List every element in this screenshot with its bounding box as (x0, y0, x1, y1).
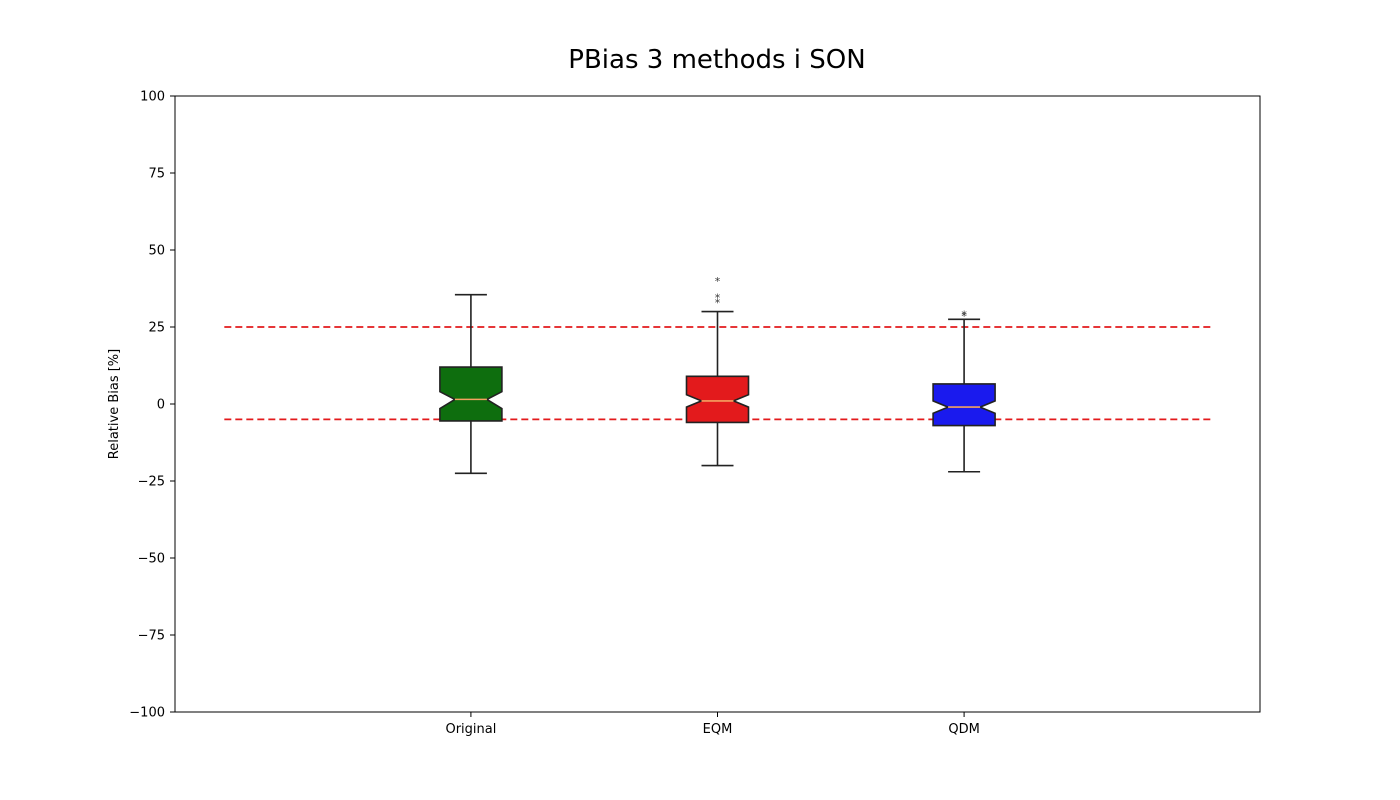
y-tick-label: −100 (129, 706, 165, 721)
chart-title: PBias 3 methods i SON (568, 45, 865, 75)
outlier-point: * (961, 309, 967, 322)
y-tick-label: 75 (148, 167, 165, 182)
outlier-point: * (961, 310, 967, 323)
y-axis-label: Relative Bias [%] (107, 349, 122, 459)
box-original (439, 293, 503, 475)
y-tick-label: 25 (148, 321, 165, 336)
y-tick-label: 0 (157, 398, 165, 413)
x-tick-label: QDM (948, 722, 979, 737)
y-axis: 100 75 50 25 0 −25 −50 −75 −100 (129, 90, 175, 721)
x-axis: Original EQM QDM (445, 712, 980, 737)
boxplots: ***** (439, 275, 996, 475)
box-qdm: ** (932, 309, 996, 473)
box-body (439, 366, 503, 422)
y-tick-label: 100 (140, 90, 165, 105)
y-tick-label: −50 (138, 552, 165, 567)
outlier-point: * (715, 275, 721, 288)
outlier-point: * (715, 296, 721, 309)
y-tick-label: 50 (148, 244, 165, 259)
box-eqm: *** (685, 275, 750, 467)
x-tick-label: Original (445, 722, 496, 737)
x-tick-label: EQM (703, 722, 733, 737)
y-tick-label: −75 (138, 629, 165, 644)
box-body (685, 375, 750, 424)
y-tick-label: −25 (138, 475, 165, 490)
plot-frame (174, 95, 1261, 713)
box-body (932, 383, 996, 427)
outlier-point: * (715, 292, 721, 305)
